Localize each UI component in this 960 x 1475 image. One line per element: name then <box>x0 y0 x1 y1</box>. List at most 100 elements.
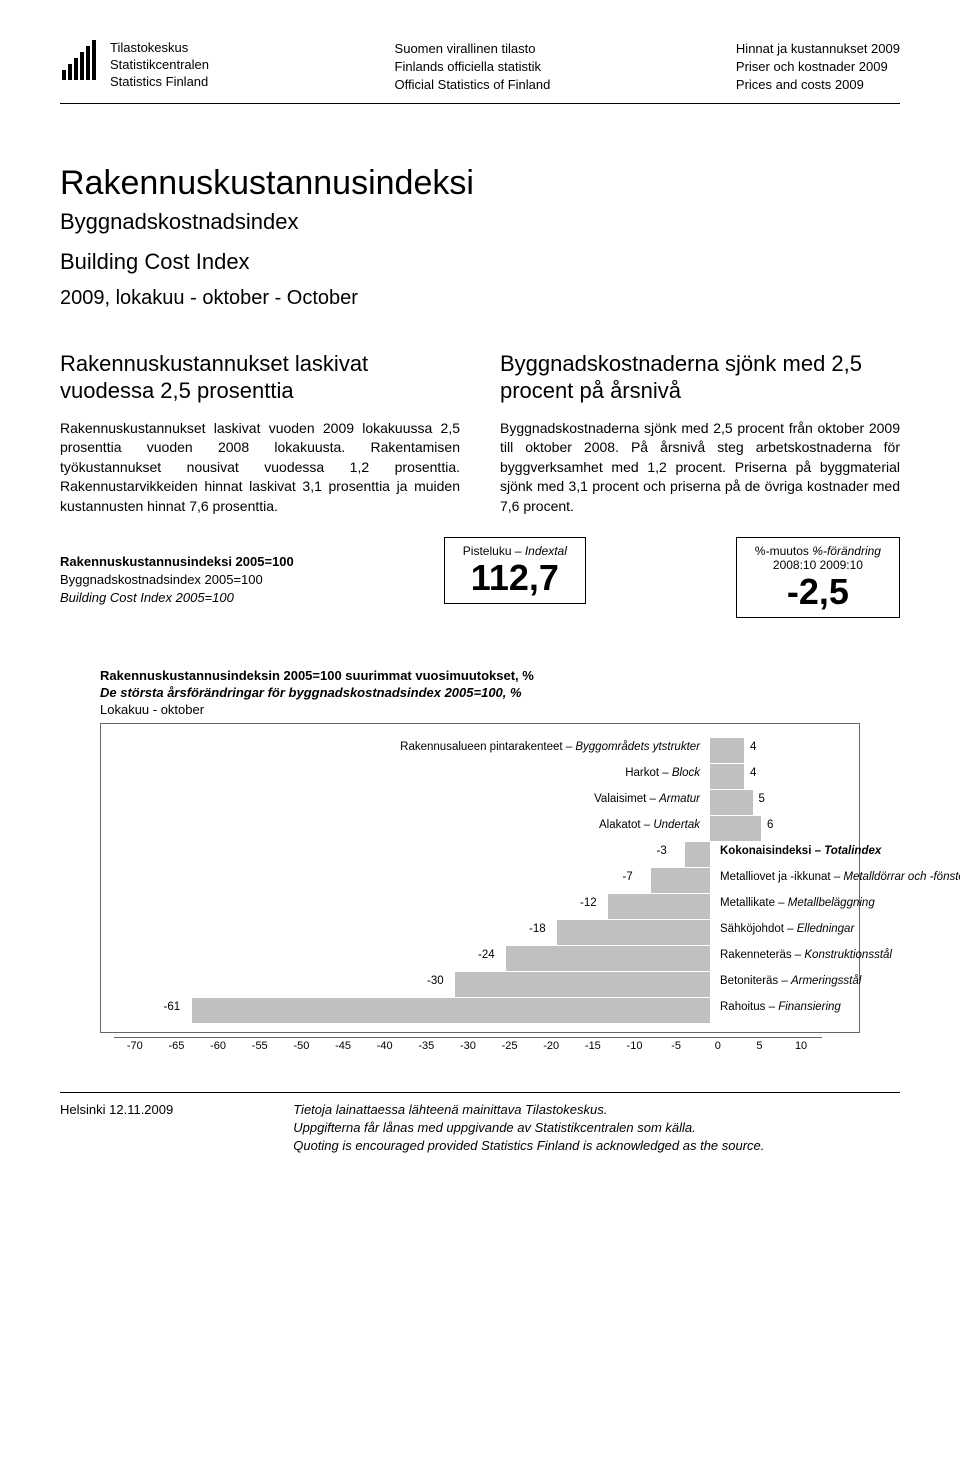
page-footer: Helsinki 12.11.2009 Tietoja lainattaessa… <box>60 1092 900 1156</box>
header-center-en: Official Statistics of Finland <box>395 76 551 94</box>
chart-bar-value: -61 <box>164 1001 181 1013</box>
chart-bar-label: Valaisimet – Armatur <box>594 793 706 805</box>
axis-tick: -50 <box>281 1040 323 1052</box>
axis-tick: -70 <box>114 1040 156 1052</box>
column-right: Byggnadskostnaderna sjönk med 2,5 procen… <box>500 350 900 517</box>
footer-sv: Uppgifterna får lånas med uppgivande av … <box>293 1119 764 1137</box>
chart-bar <box>506 946 710 971</box>
index-box-value: Pisteluku – Indextal 112,7 <box>444 537 586 605</box>
chart-bar-row: Betoniteräs – Armeringsstål-30 <box>115 972 795 997</box>
axis-tick: -60 <box>197 1040 239 1052</box>
chart-bar-value: -7 <box>623 871 633 883</box>
chart-bar-row: Alakatot – Undertak6 <box>115 816 795 841</box>
chart-bar <box>710 790 753 815</box>
chart-bar-row: Rakennusalueen pintarakenteet – Byggområ… <box>115 738 795 763</box>
header-right-en: Prices and costs 2009 <box>736 76 900 94</box>
index-box-change: %-muutos %-förändring 2008:10 2009:10 -2… <box>736 537 900 619</box>
index-label-sv: Byggnadskostnadsindex 2005=100 <box>60 571 294 589</box>
col-right-body: Byggnadskostnaderna sjönk med 2,5 procen… <box>500 419 900 517</box>
chart-bar-row: Metallikate – Metallbeläggning-12 <box>115 894 795 919</box>
index-box2-label: %-muutos %-förändring <box>755 544 881 558</box>
header-center-fi: Suomen virallinen tilasto <box>395 40 551 58</box>
chart-bar-label: Metallikate – Metallbeläggning <box>714 897 875 909</box>
chart-subtitle: Lokakuu - oktober <box>100 702 860 717</box>
chart-bar-label: Betoniteräs – Armeringsstål <box>714 975 861 987</box>
chart-bars: Rakennusalueen pintarakenteet – Byggområ… <box>115 738 845 1023</box>
axis-tick: -15 <box>572 1040 614 1052</box>
chart-bar <box>651 868 711 893</box>
axis-tick: -30 <box>447 1040 489 1052</box>
index-box1-sv: Indextal <box>525 544 567 558</box>
axis-tick: -40 <box>364 1040 406 1052</box>
chart-bar <box>710 738 744 763</box>
chart-bar-row: Rahoitus – Finansiering-61 <box>115 998 795 1023</box>
chart-bar-row: Rakenneteräs – Konstruktionsstål-24 <box>115 946 795 971</box>
chart-title-fi: Rakennuskustannusindeksin 2005=100 suuri… <box>100 668 860 685</box>
chart-bar <box>557 920 710 945</box>
index-box2-fi: %-muutos <box>755 544 809 558</box>
index-box1-label: Pisteluku – Indextal <box>463 544 567 558</box>
chart-bar <box>455 972 710 997</box>
chart-bar-row: Metalliovet ja -ikkunat – Metalldörrar o… <box>115 868 795 893</box>
axis-tick: 5 <box>739 1040 781 1052</box>
column-left: Rakennuskustannukset laskivat vuodessa 2… <box>60 350 460 517</box>
footer-attribution: Tietoja lainattaessa lähteenä mainittava… <box>293 1101 764 1156</box>
index-labels: Rakennuskustannusindeksi 2005=100 Byggna… <box>60 553 294 608</box>
chart-title: Rakennuskustannusindeksin 2005=100 suuri… <box>100 668 860 702</box>
chart-bar <box>685 842 711 867</box>
chart-bar-value: -18 <box>529 923 546 935</box>
axis-tick: -20 <box>530 1040 572 1052</box>
header-center: Suomen virallinen tilasto Finlands offic… <box>395 40 551 95</box>
chart-bar-row: Valaisimet – Armatur 5 <box>115 790 795 815</box>
footer-date: Helsinki 12.11.2009 <box>60 1101 173 1156</box>
col-left-body: Rakennuskustannukset laskivat vuoden 200… <box>60 419 460 517</box>
chart-container: Rakennuskustannusindeksin 2005=100 suuri… <box>60 668 900 1052</box>
header-right-fi: Hinnat ja kustannukset 2009 <box>736 40 900 58</box>
page-title: Rakennuskustannusindeksi <box>60 164 900 203</box>
index-summary-row: Rakennuskustannusindeksi 2005=100 Byggna… <box>60 537 900 619</box>
statistics-finland-logo-icon <box>60 40 102 82</box>
chart-bar-value: -24 <box>478 949 495 961</box>
chart-bar-label: Sähköjohdot – Elledningar <box>714 923 854 935</box>
axis-tick: -35 <box>405 1040 447 1052</box>
chart-bar-label: Rakenneteräs – Konstruktionsstål <box>714 949 892 961</box>
index-label-en: Building Cost Index 2005=100 <box>60 589 294 607</box>
header-right-sv: Priser och kostnader 2009 <box>736 58 900 76</box>
chart-bar <box>710 816 761 841</box>
logo-en: Statistics Finland <box>110 74 209 91</box>
text-columns: Rakennuskustannukset laskivat vuodessa 2… <box>60 350 900 517</box>
chart-bar-value: -12 <box>580 897 597 909</box>
chart-bar-row: Kokonaisindeksi – Totalindex-3 <box>115 842 795 867</box>
index-box2-sub: 2008:10 2009:10 <box>755 558 881 572</box>
chart-bar-label: Rahoitus – Finansiering <box>714 1001 841 1013</box>
chart-bar-value: -30 <box>427 975 444 987</box>
axis-tick: -55 <box>239 1040 281 1052</box>
chart-plot-area: Rakennusalueen pintarakenteet – Byggområ… <box>100 723 860 1033</box>
index-box2-sv: %-förändring <box>812 544 881 558</box>
chart-bar-value: -3 <box>657 845 667 857</box>
axis-tick: 10 <box>780 1040 822 1052</box>
chart-bar-label: Kokonaisindeksi – Totalindex <box>714 845 881 857</box>
logo-fi: Tilastokeskus <box>110 40 209 57</box>
period-label: 2009, lokakuu - oktober - October <box>60 287 900 310</box>
chart-bar <box>710 764 744 789</box>
chart-bar-label: Alakatot – Undertak <box>599 819 706 831</box>
chart-bar-label: Metalliovet ja -ikkunat – Metalldörrar o… <box>714 871 960 883</box>
col-left-heading: Rakennuskustannukset laskivat vuodessa 2… <box>60 350 460 405</box>
chart-bar-row: Sähköjohdot – Elledningar-18 <box>115 920 795 945</box>
index-box1-fi: Pisteluku <box>463 544 512 558</box>
axis-tick: -65 <box>156 1040 198 1052</box>
chart-bar-value: 4 <box>750 767 756 779</box>
page-header: Tilastokeskus Statistikcentralen Statist… <box>60 40 900 104</box>
chart-bar-value: 5 <box>759 793 765 805</box>
header-center-sv: Finlands officiella statistik <box>395 58 551 76</box>
chart-bar-label: Rakennusalueen pintarakenteet – Byggområ… <box>400 741 706 753</box>
col-right-heading: Byggnadskostnaderna sjönk med 2,5 procen… <box>500 350 900 405</box>
axis-tick: 0 <box>697 1040 739 1052</box>
axis-tick: -45 <box>322 1040 364 1052</box>
chart-bar-label: Harkot – Block <box>625 767 706 779</box>
axis-tick: -10 <box>614 1040 656 1052</box>
axis-tick: -25 <box>489 1040 531 1052</box>
chart-bar <box>608 894 710 919</box>
logo-sv: Statistikcentralen <box>110 57 209 74</box>
